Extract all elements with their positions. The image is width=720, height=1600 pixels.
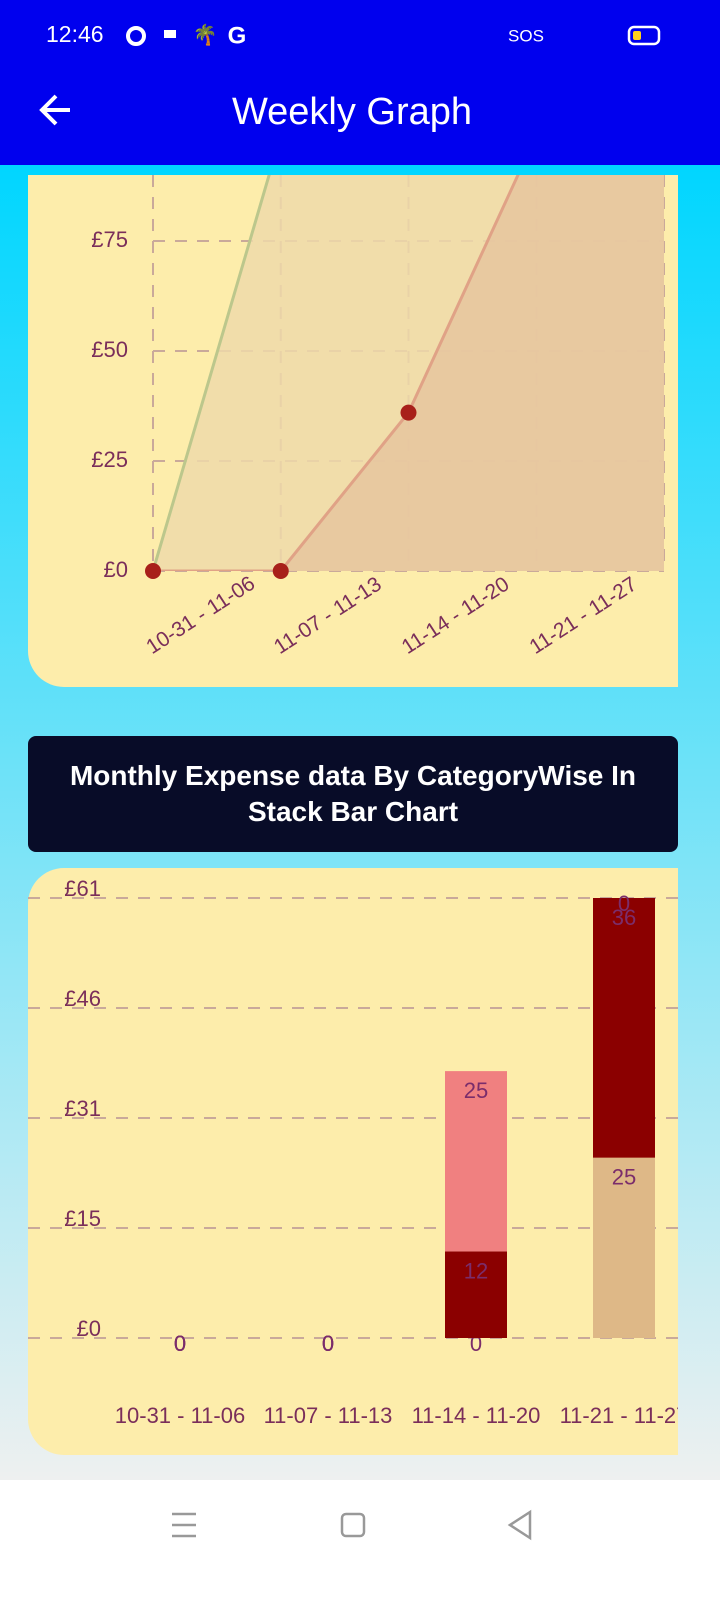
y-tick-label: £31	[64, 1096, 101, 1121]
section-header: Monthly Expense data By CategoryWise In …	[28, 736, 678, 852]
app-title: Weekly Graph	[232, 91, 472, 133]
point	[272, 563, 289, 579]
menu-button[interactable]	[172, 1512, 196, 1538]
bar-segment	[593, 898, 655, 1158]
battery	[627, 25, 661, 46]
area	[153, 175, 664, 571]
data-label: 0	[618, 891, 630, 916]
x-tick-label: 10-31 - 11-06	[115, 1403, 245, 1428]
home-button[interactable]	[340, 1512, 366, 1538]
y-tick-label: £15	[64, 1206, 101, 1231]
back-button[interactable]	[39, 94, 70, 126]
status-icons: G 🌴	[126, 22, 247, 49]
y-tick-label: £61	[64, 876, 101, 901]
point	[145, 563, 161, 579]
y-tick-label: £0	[77, 1316, 101, 1341]
data-label: 36	[612, 905, 636, 930]
bar-chart-card	[28, 868, 678, 1455]
x-tick-label: 11-21 - 11-27	[560, 1403, 689, 1428]
clock: 12:46	[46, 21, 104, 47]
point	[400, 404, 417, 421]
y-tick-label: £0	[104, 557, 128, 582]
y-tick-label: £46	[64, 986, 101, 1011]
data-label: 0	[322, 1331, 334, 1356]
x-tick-label: 11-14 - 11-20	[412, 1403, 541, 1428]
sos: SOS	[508, 26, 544, 45]
data-label: 0	[174, 1331, 186, 1356]
x-tick-label: 11-07 - 11-13	[264, 1403, 393, 1428]
bar-segment	[445, 1251, 507, 1338]
bar-segment	[445, 1071, 507, 1252]
data-label: 0	[322, 1331, 334, 1356]
back-nav-button[interactable]	[507, 1509, 532, 1541]
nav-bar	[0, 1480, 720, 1600]
data-label: 25	[612, 1164, 636, 1189]
data-label: 12	[464, 1258, 488, 1283]
y-tick-label: £25	[91, 447, 128, 472]
stacked-bar-chart: £0 £15 £31 £46 £61 10-31 - 11-06 0 0 0 11-07 - 11…	[28, 876, 689, 1428]
data-label: 0	[322, 1331, 334, 1356]
data-label: 0	[174, 1331, 186, 1356]
svg-text:🌴: 🌴	[193, 22, 218, 46]
y-tick-label: £50	[91, 337, 128, 362]
y-tick-label: £75	[91, 227, 128, 252]
data-label: 25	[464, 1078, 488, 1103]
data-label: 0	[174, 1331, 186, 1356]
line	[153, 175, 271, 571]
svg-text:G: G	[228, 22, 247, 49]
app-bar	[0, 0, 720, 165]
section-title: Monthly Expense data By CategoryWise In …	[69, 760, 637, 827]
bar-segment	[593, 1157, 655, 1338]
